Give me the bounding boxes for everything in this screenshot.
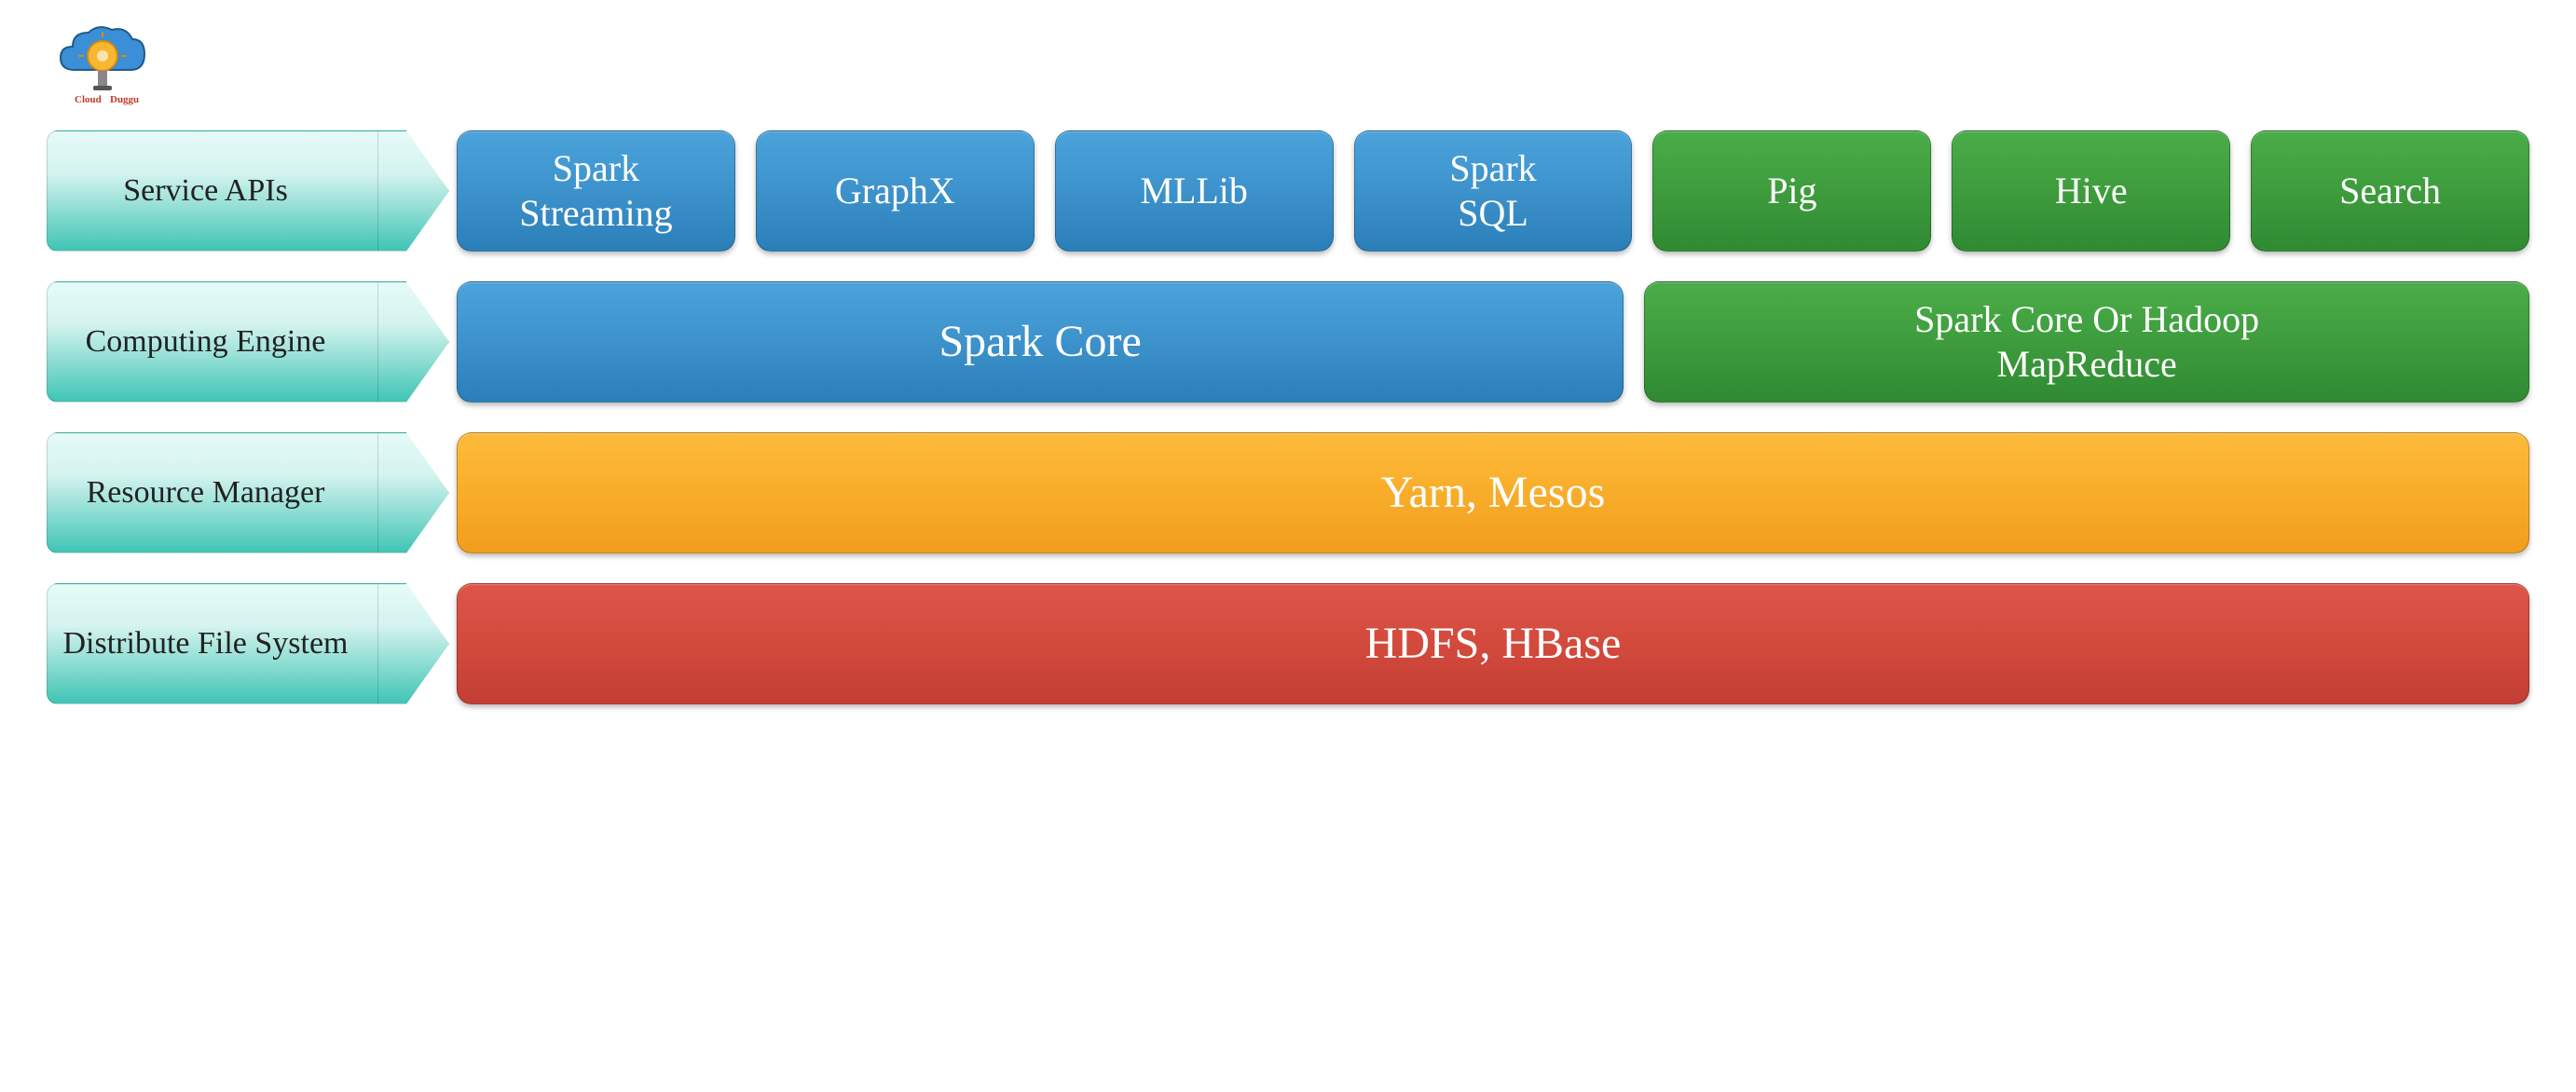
layer-content: Spark StreamingGraphXMLLibSpark SQLPigHi… [457,130,2529,252]
svg-text:Cloud: Cloud [75,94,102,105]
layer-label-arrow: Computing Engine [47,281,401,403]
component-box: Search [2251,130,2529,252]
component-box: Spark Core Or Hadoop MapReduce [1644,281,2529,403]
component-box: Yarn, Mesos [457,432,2529,553]
layer-label-arrow: Resource Manager [47,432,401,553]
layer-label-arrow: Service APIs [47,130,401,252]
component-box: GraphX [756,130,1035,252]
component-box: HDFS, HBase [457,583,2529,704]
layer-row: Resource Manager Yarn, Mesos [47,432,2529,553]
component-box: Pig [1652,130,1931,252]
layer-content: Yarn, Mesos [457,432,2529,553]
cloudduggu-logo: Cloud Duggu [47,19,158,112]
architecture-diagram: Service APIsSpark StreamingGraphXMLLibSp… [19,130,2557,704]
layer-content: Spark CoreSpark Core Or Hadoop MapReduce [457,281,2529,403]
layer-label-arrow: Distribute File System [47,583,401,704]
component-box: Spark SQL [1354,130,1633,252]
layer-row: Service APIs Spark StreamingGraphXMLLibSp… [47,130,2529,252]
component-box: Hive [1952,130,2230,252]
layer-row: Distribute File System HDFS, HBase [47,583,2529,704]
component-box: Spark Core [457,281,1624,403]
component-box: MLLib [1055,130,1334,252]
component-box: Spark Streaming [457,130,735,252]
layer-row: Computing Engine Spark CoreSpark Core Or … [47,281,2529,403]
layer-content: HDFS, HBase [457,583,2529,704]
svg-text:Duggu: Duggu [110,94,139,105]
